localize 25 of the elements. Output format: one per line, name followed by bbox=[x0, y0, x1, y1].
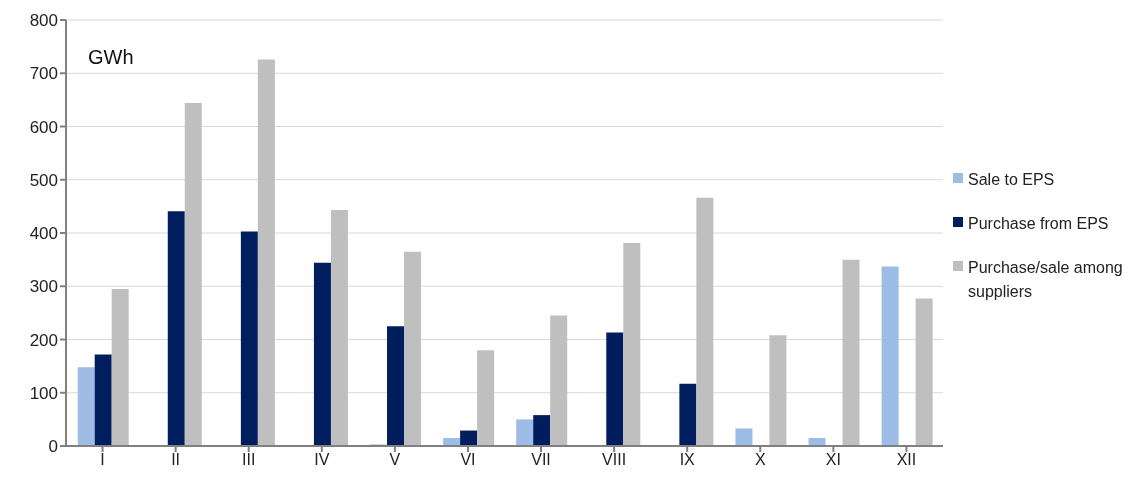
x-tick-label: X bbox=[754, 451, 766, 469]
x-tick-label: XI bbox=[825, 451, 841, 469]
x-tick-label: XII bbox=[896, 451, 917, 469]
y-tick-label: 500 bbox=[29, 170, 58, 190]
y-tick-label: 100 bbox=[29, 383, 58, 403]
annotation: GWh bbox=[88, 46, 134, 69]
y-tick-label: 300 bbox=[29, 277, 58, 297]
x-tick-label: III bbox=[242, 451, 256, 469]
legend-label: Sale to EPS bbox=[968, 170, 1055, 190]
y-tick-label: 700 bbox=[29, 64, 58, 84]
y-tick-label: 800 bbox=[29, 11, 58, 31]
x-tick-label: I bbox=[100, 451, 105, 469]
x-tick-label: IX bbox=[679, 451, 696, 469]
x-tick-label: II bbox=[171, 451, 181, 469]
legend-label: Purchase/sale among suppliers bbox=[968, 258, 1124, 302]
x-tick-label: V bbox=[389, 451, 401, 469]
y-tick-label: 0 bbox=[48, 437, 58, 457]
y-tick-label: 600 bbox=[29, 117, 58, 137]
x-tick-label: VII bbox=[531, 451, 551, 469]
x-tick-label: VI bbox=[460, 451, 476, 469]
y-tick-label: 400 bbox=[29, 224, 58, 244]
x-tick-label: VIII bbox=[602, 451, 627, 469]
x-tick-label: IV bbox=[314, 451, 330, 469]
legend-label: Purchase from EPS bbox=[968, 214, 1109, 234]
y-tick-label: 200 bbox=[29, 330, 58, 350]
